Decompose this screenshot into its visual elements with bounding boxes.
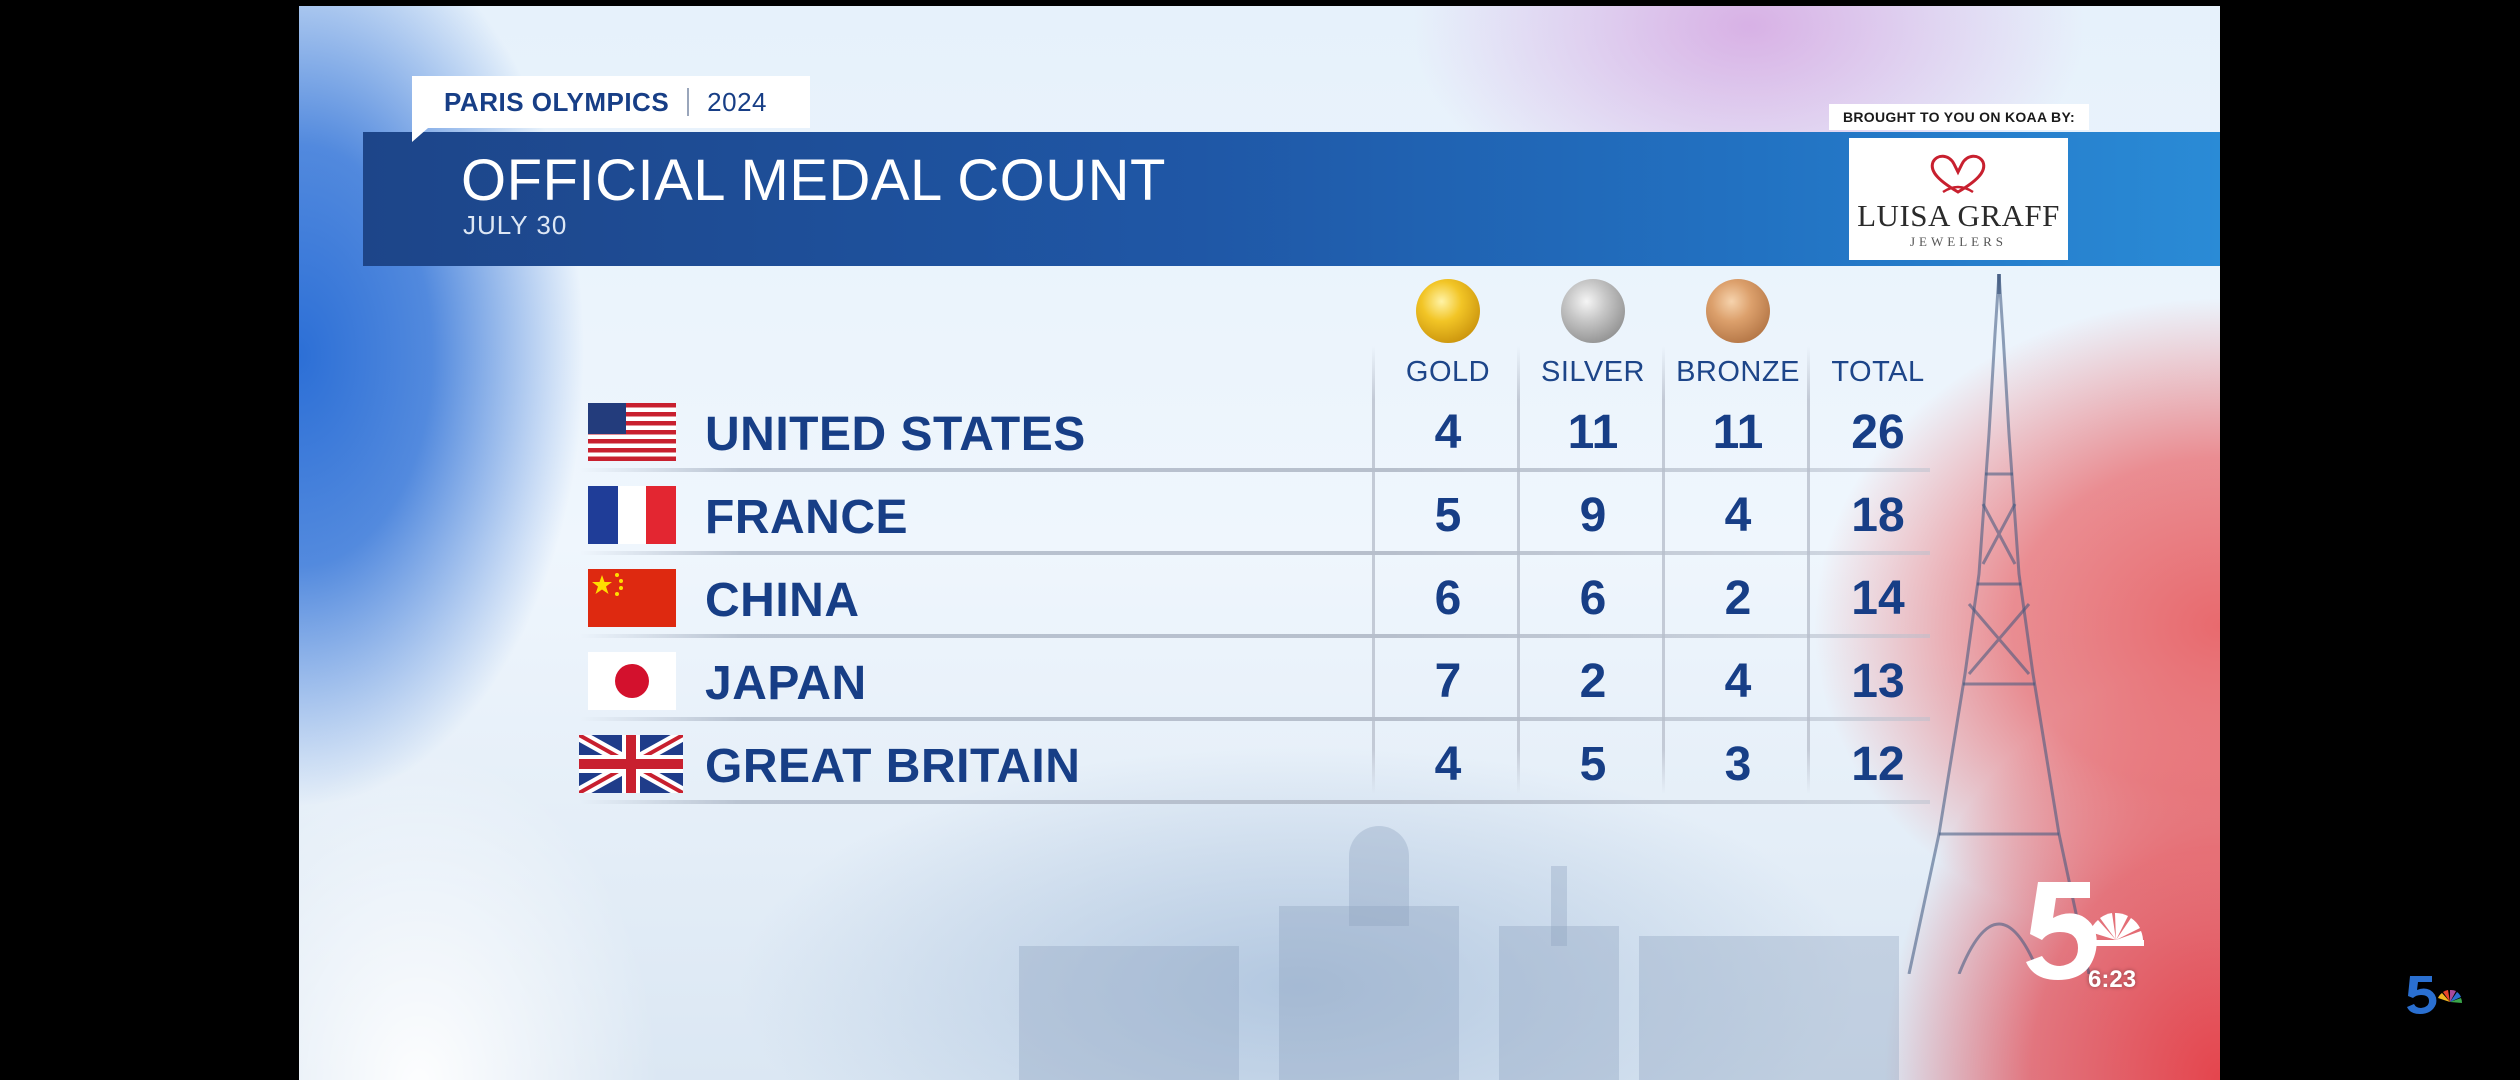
column-divider [1517,346,1520,794]
total-count: 14 [1851,572,1905,625]
gold-medal-icon [1416,279,1480,343]
row-divider [580,800,1930,804]
country-name: FRANCE [705,491,908,544]
column-header-gold: GOLD [1405,356,1491,388]
eiffel-tower-icon [1907,274,2091,974]
column-header-total: TOTAL [1831,356,1925,388]
row-divider [580,717,1930,721]
japan-flag-icon [588,652,676,710]
heart-logo-icon [1930,154,1986,194]
table-row: FRANCE 5 9 4 18 [580,472,1930,555]
silver-count: 5 [1579,738,1607,791]
total-count: 13 [1851,655,1905,708]
channel-5-logo-icon [2026,882,2144,980]
bronze-count: 3 [1724,738,1752,791]
france-flag-icon [588,486,676,544]
event-name: PARIS OLYMPICS [444,86,670,117]
broadcast-clock: 6:23 [2088,966,2137,993]
total-count: 12 [1851,738,1905,791]
sponsor-name: LUISA GRAFF [1857,198,2060,233]
row-divider [580,551,1930,555]
table-row: CHINA 6 6 2 14 [580,555,1930,638]
us-flag-icon [588,403,676,461]
row-divider [580,468,1930,472]
country-name: CHINA [705,574,860,627]
table-row: UNITED STATES 4 11 11 26 [580,389,1930,472]
bronze-count: 4 [1724,489,1752,542]
city-spire [1551,866,1567,946]
corner-channel-logo-icon [2407,976,2463,1014]
gold-count: 5 [1434,489,1462,542]
city-building [1639,936,1899,1080]
bronze-count: 11 [1712,406,1764,459]
city-building [1279,906,1459,1080]
city-building [1499,926,1619,1080]
country-name: JAPAN [705,657,867,710]
event-tag: PARIS OLYMPICS 2024 [412,76,810,142]
table-row: JAPAN 7 2 4 13 [580,638,1930,721]
city-dome [1349,826,1409,926]
total-count: 18 [1851,489,1905,542]
sponsor-logo: LUISA GRAFF JEWELERS [1849,138,2068,260]
bronze-count: 4 [1724,655,1752,708]
silver-count: 9 [1579,489,1607,542]
country-name: GREAT BRITAIN [705,740,1081,793]
column-header-bronze: BRONZE [1676,356,1800,388]
column-divider [1372,346,1375,794]
bronze-count: 2 [1724,572,1752,625]
sponsor-subtitle: JEWELERS [1910,234,2007,249]
gold-count: 4 [1434,406,1462,459]
sponsor-label: BROUGHT TO YOU ON KOAA BY: [1829,104,2089,130]
china-flag-icon [588,569,676,627]
city-building [1019,946,1239,1080]
bronze-medal-icon [1706,279,1770,343]
column-divider [1662,346,1665,794]
silver-count: 2 [1579,655,1607,708]
tag-divider [687,88,690,116]
gold-count: 6 [1434,572,1462,625]
gold-count: 4 [1434,738,1462,791]
country-name: UNITED STATES [705,408,1086,461]
column-divider [1807,346,1810,794]
column-header-silver: SILVER [1540,356,1645,388]
row-divider [580,634,1930,638]
silver-medal-icon [1561,279,1625,343]
uk-flag-icon [579,735,683,793]
event-year: 2024 [707,86,767,117]
table-row: GREAT BRITAIN 4 5 3 12 [579,721,1930,804]
gold-count: 7 [1434,655,1462,708]
total-count: 26 [1851,406,1905,459]
silver-count: 11 [1567,406,1619,459]
page-title: OFFICIAL MEDAL COUNT [461,148,1166,213]
silver-count: 6 [1579,572,1607,625]
date-label: JULY 30 [463,210,568,240]
